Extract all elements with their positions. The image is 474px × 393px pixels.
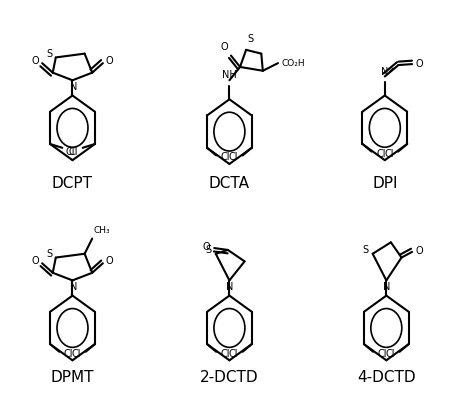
Text: S: S: [362, 245, 368, 255]
Text: CH₃: CH₃: [94, 226, 110, 235]
Text: O: O: [416, 59, 424, 69]
Text: S: S: [205, 245, 211, 255]
Text: N: N: [70, 82, 78, 92]
Text: O: O: [106, 56, 113, 66]
Text: Cl: Cl: [64, 349, 73, 359]
Text: S: S: [46, 49, 53, 59]
Text: N: N: [383, 282, 390, 292]
Text: O: O: [220, 42, 228, 52]
Text: Cl: Cl: [378, 349, 387, 359]
Text: Cl: Cl: [228, 349, 238, 359]
Text: S: S: [46, 249, 53, 259]
Text: CO₂H: CO₂H: [281, 59, 305, 68]
Text: Cl: Cl: [221, 152, 230, 162]
Text: Cl: Cl: [221, 349, 230, 359]
Text: Cl: Cl: [72, 349, 81, 359]
Text: =: =: [384, 62, 397, 75]
Text: Cl: Cl: [69, 147, 78, 156]
Text: NH: NH: [222, 70, 237, 80]
Text: DPMT: DPMT: [51, 370, 94, 385]
Text: O: O: [31, 256, 39, 266]
Text: DCTA: DCTA: [209, 176, 250, 191]
Text: S: S: [247, 34, 254, 44]
Text: 2-DCTD: 2-DCTD: [200, 370, 259, 385]
Text: O: O: [106, 256, 113, 266]
Text: O: O: [415, 246, 423, 256]
Text: N: N: [381, 68, 389, 77]
Text: Cl: Cl: [228, 152, 238, 162]
Text: Cl: Cl: [384, 149, 393, 158]
Text: O: O: [31, 56, 39, 66]
Text: Cl: Cl: [376, 149, 386, 158]
Text: 4-DCTD: 4-DCTD: [357, 370, 416, 385]
Text: N: N: [226, 282, 233, 292]
Text: O: O: [203, 242, 210, 252]
Text: DPI: DPI: [372, 176, 398, 191]
Text: Cl: Cl: [385, 349, 395, 359]
Text: N: N: [70, 282, 78, 292]
Text: Cl: Cl: [65, 147, 75, 156]
Text: DCPT: DCPT: [52, 176, 93, 191]
